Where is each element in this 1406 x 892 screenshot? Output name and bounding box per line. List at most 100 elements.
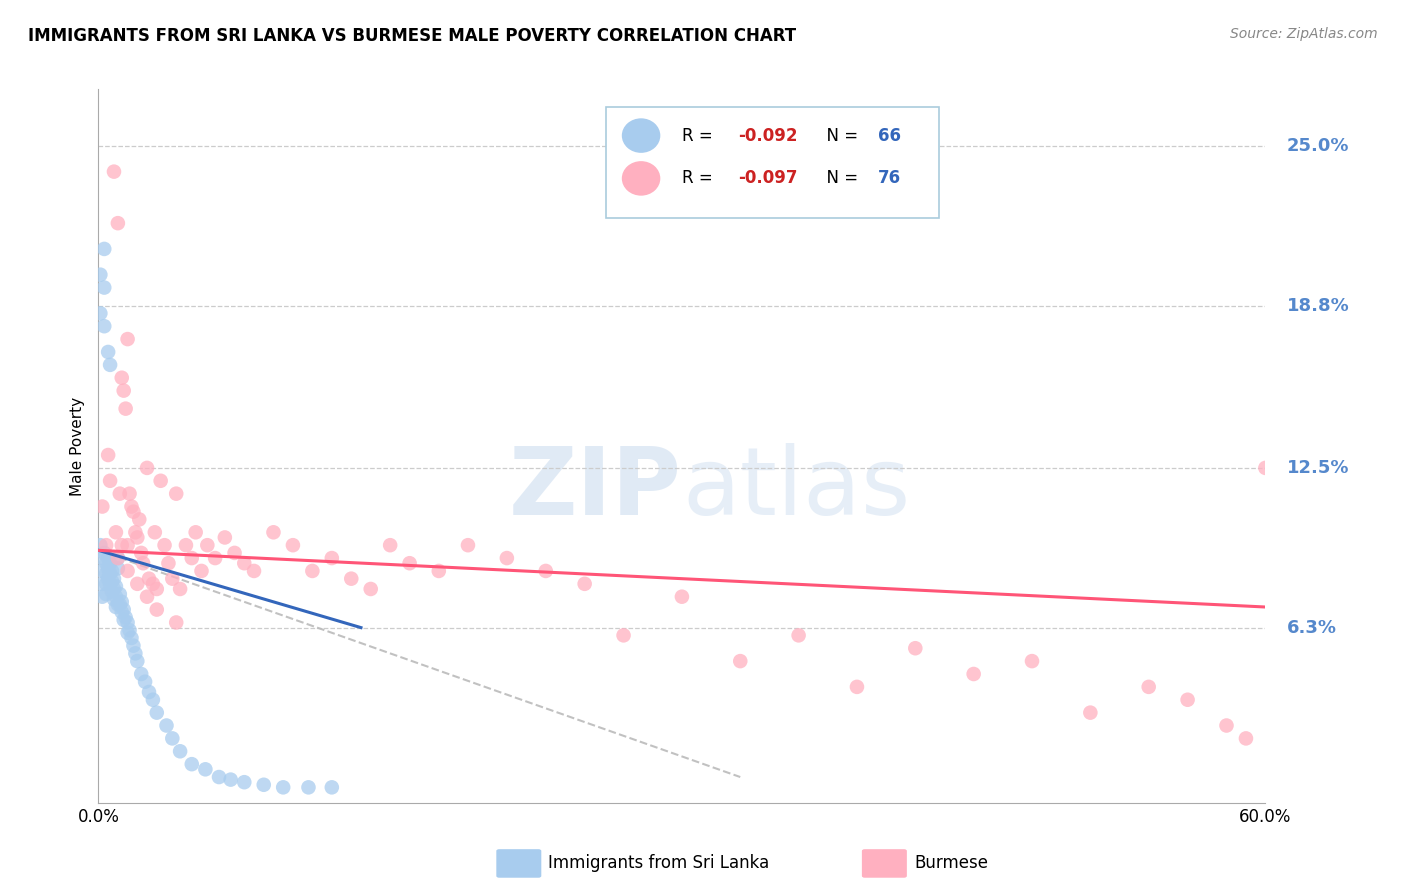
Text: 18.8%: 18.8% [1286, 297, 1350, 315]
Point [101, 564, 124, 578]
Point [180, 757, 202, 772]
Point [142, 692, 165, 706]
Point [111, 605, 134, 619]
Point [104, 525, 127, 540]
Point [118, 486, 141, 500]
Point [91, 564, 114, 578]
Point [114, 610, 136, 624]
Point [122, 639, 145, 653]
Point [91, 577, 114, 591]
Point [103, 582, 125, 596]
Point [117, 625, 139, 640]
Point [132, 556, 155, 570]
Point [89, 306, 111, 320]
Text: -0.097: -0.097 [738, 169, 797, 187]
Point [97, 561, 120, 575]
Point [321, 780, 343, 795]
Point [127, 531, 149, 545]
Point [671, 590, 693, 604]
Point [301, 564, 323, 578]
Point [136, 461, 159, 475]
Point [165, 486, 187, 500]
Point [93, 242, 115, 256]
Point [297, 780, 319, 795]
Point [787, 628, 810, 642]
Point [262, 525, 284, 540]
Point [93, 280, 115, 294]
Point [98, 566, 121, 581]
Point [142, 577, 165, 591]
Point [97, 572, 120, 586]
Y-axis label: Male Poverty: Male Poverty [70, 396, 86, 496]
Point [112, 384, 135, 398]
Point [845, 680, 868, 694]
Point [101, 574, 124, 589]
Point [243, 564, 266, 578]
Point [96, 556, 118, 570]
Text: 25.0%: 25.0% [1286, 136, 1348, 155]
Point [93, 319, 115, 334]
Point [107, 551, 129, 566]
Point [96, 538, 118, 552]
Point [204, 551, 226, 566]
Ellipse shape [621, 161, 661, 195]
Point [208, 770, 231, 784]
Text: Source: ZipAtlas.com: Source: ZipAtlas.com [1230, 27, 1378, 41]
Point [117, 332, 139, 346]
Point [1215, 718, 1237, 732]
Point [121, 500, 143, 514]
FancyBboxPatch shape [606, 107, 939, 218]
Point [96, 577, 118, 591]
Text: R =: R = [682, 127, 718, 145]
Point [1254, 461, 1277, 475]
Point [127, 577, 149, 591]
Point [184, 525, 207, 540]
Point [111, 538, 134, 552]
Point [612, 628, 634, 642]
Text: -0.092: -0.092 [738, 127, 797, 145]
Point [233, 556, 256, 570]
Point [103, 164, 125, 178]
Point [117, 564, 139, 578]
Point [98, 474, 121, 488]
Point [214, 531, 236, 545]
Point [360, 582, 382, 596]
Point [149, 474, 172, 488]
Point [96, 587, 118, 601]
Text: N =: N = [815, 127, 863, 145]
Point [143, 525, 166, 540]
Text: 6.3%: 6.3% [1286, 619, 1337, 637]
Point [97, 448, 120, 462]
Point [574, 577, 596, 591]
Point [136, 590, 159, 604]
Point [169, 582, 191, 596]
Point [98, 556, 121, 570]
Point [98, 577, 121, 591]
Point [138, 572, 160, 586]
Text: 66: 66 [877, 127, 901, 145]
Point [271, 780, 294, 795]
Text: 76: 76 [877, 169, 901, 187]
Point [129, 546, 152, 560]
Point [108, 598, 131, 612]
Point [89, 538, 111, 552]
Point [146, 602, 169, 616]
Point [108, 486, 131, 500]
Point [124, 525, 146, 540]
Text: atlas: atlas [682, 442, 910, 535]
Point [190, 564, 212, 578]
Text: ZIP: ZIP [509, 442, 682, 535]
Point [534, 564, 557, 578]
Point [1137, 680, 1160, 694]
Point [146, 706, 169, 720]
Point [91, 590, 114, 604]
Point [194, 762, 217, 776]
Ellipse shape [621, 119, 661, 153]
Point [174, 538, 197, 552]
Text: IMMIGRANTS FROM SRI LANKA VS BURMESE MALE POVERTY CORRELATION CHART: IMMIGRANTS FROM SRI LANKA VS BURMESE MAL… [28, 27, 796, 45]
Point [157, 556, 180, 570]
Point [112, 602, 135, 616]
Point [98, 358, 121, 372]
Point [107, 551, 129, 566]
Point [97, 345, 120, 359]
